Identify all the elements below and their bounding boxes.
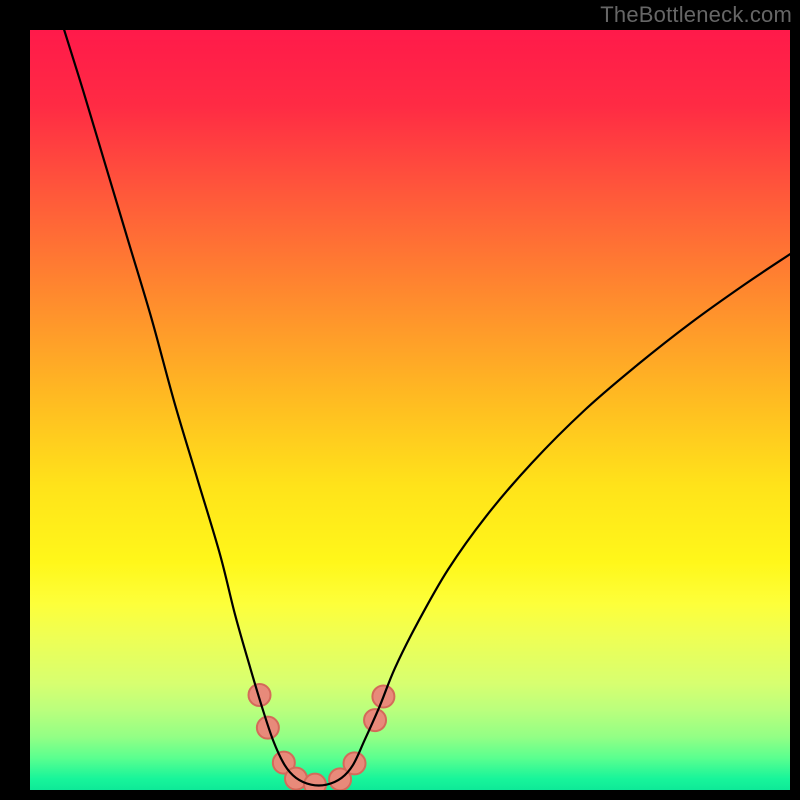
marker-point bbox=[304, 774, 326, 790]
marker-point bbox=[273, 752, 295, 774]
marker-point bbox=[364, 709, 386, 731]
marker-point bbox=[249, 684, 271, 706]
marker-point bbox=[344, 752, 366, 774]
marker-point bbox=[285, 768, 307, 790]
marker-point bbox=[257, 717, 279, 739]
marker-point bbox=[372, 686, 394, 708]
marker-group bbox=[249, 684, 395, 790]
watermark-text: TheBottleneck.com bbox=[600, 2, 792, 28]
outer-frame: TheBottleneck.com bbox=[0, 0, 800, 800]
plot-svg bbox=[30, 30, 790, 790]
plot-area bbox=[30, 30, 790, 790]
bottleneck-curve bbox=[64, 30, 790, 786]
marker-point bbox=[329, 768, 351, 790]
